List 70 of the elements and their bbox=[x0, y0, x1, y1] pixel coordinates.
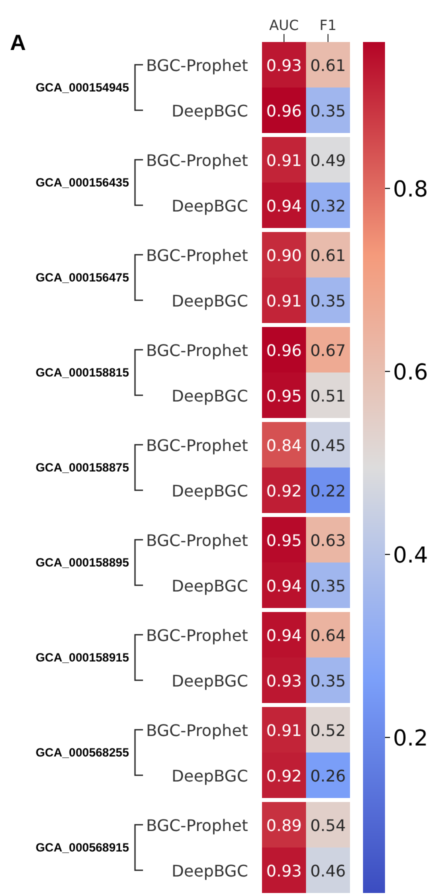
data-label: 0.94 bbox=[266, 576, 302, 596]
text: A bbox=[10, 30, 26, 55]
data-label: 0.94 bbox=[266, 626, 302, 645]
data-label: 0.94 bbox=[266, 196, 302, 216]
data-label: 0.26 bbox=[310, 766, 346, 786]
y-tick-label: BGC-Prophet bbox=[146, 150, 248, 170]
text: GCA_000156435 bbox=[36, 176, 130, 190]
color-bar-label: 0.6 bbox=[393, 360, 428, 386]
data-label: 0.45 bbox=[310, 436, 346, 455]
y-tick-label: BGC-Prophet bbox=[146, 720, 248, 740]
x-tick-label: AUC bbox=[269, 18, 300, 34]
data-label: 0.96 bbox=[266, 101, 302, 120]
data-label: 0.93 bbox=[266, 861, 302, 880]
data-label: 0.84 bbox=[266, 436, 302, 455]
data-label: 0.67 bbox=[310, 340, 346, 360]
data-label: 0.91 bbox=[266, 150, 302, 170]
y-tick-label: DeepBGC bbox=[172, 576, 248, 596]
data-label: 0.92 bbox=[266, 481, 302, 500]
data-label: 0.92 bbox=[266, 766, 302, 786]
data-label: 0.93 bbox=[266, 671, 302, 690]
y-tick-label: BGC-Prophet bbox=[146, 816, 248, 835]
text: GCA_000158875 bbox=[36, 460, 130, 474]
y-tick-label: DeepBGC bbox=[172, 196, 248, 216]
text: GCA_000158895 bbox=[36, 556, 130, 570]
data-label: 0.61 bbox=[310, 246, 346, 265]
data-label: 0.95 bbox=[266, 530, 302, 550]
y-tick-label: DeepBGC bbox=[172, 766, 248, 786]
data-label: 0.61 bbox=[310, 56, 346, 75]
data-label: 0.35 bbox=[310, 576, 346, 596]
data-label: 0.63 bbox=[310, 530, 346, 550]
data-label: 0.64 bbox=[310, 626, 346, 645]
y-tick-label: BGC-Prophet bbox=[146, 56, 248, 75]
text: GCA_000568255 bbox=[36, 746, 130, 760]
y-tick-label: DeepBGC bbox=[172, 386, 248, 406]
data-label: 0.93 bbox=[266, 56, 302, 75]
text: GCA_000568915 bbox=[36, 840, 130, 854]
y-tick-label: BGC-Prophet bbox=[146, 626, 248, 645]
data-label: 0.35 bbox=[310, 671, 346, 690]
data-label: 0.52 bbox=[310, 720, 346, 740]
data-label: 0.91 bbox=[266, 291, 302, 310]
y-tick-label: DeepBGC bbox=[172, 101, 248, 120]
data-label: 0.91 bbox=[266, 720, 302, 740]
text: GCA_000158915 bbox=[36, 650, 130, 664]
y-tick-label: DeepBGC bbox=[172, 671, 248, 690]
text: GCA_000158815 bbox=[36, 366, 130, 380]
data-label: 0.35 bbox=[310, 291, 346, 310]
data-label: 0.32 bbox=[310, 196, 346, 216]
y-tick-label: BGC-Prophet bbox=[146, 436, 248, 455]
data-label: 0.89 bbox=[266, 816, 302, 835]
y-tick-label: BGC-Prophet bbox=[146, 340, 248, 360]
data-label: 0.49 bbox=[310, 150, 346, 170]
color-bar-label: 0.8 bbox=[393, 177, 428, 202]
data-label: 0.22 bbox=[310, 481, 346, 500]
data-label: 0.35 bbox=[310, 101, 346, 120]
y-tick-label: DeepBGC bbox=[172, 861, 248, 880]
data-label: 0.46 bbox=[310, 861, 346, 880]
color-bar-label: 0.2 bbox=[393, 726, 428, 752]
y-tick-label: BGC-Prophet bbox=[146, 246, 248, 265]
color-bar-label: 0.4 bbox=[393, 543, 428, 568]
y-tick-label: DeepBGC bbox=[172, 481, 248, 500]
x-tick-label: F1 bbox=[320, 18, 336, 34]
data-label: 0.96 bbox=[266, 340, 302, 360]
y-tick-label: BGC-Prophet bbox=[146, 530, 248, 550]
text: GCA_000154945 bbox=[36, 80, 130, 94]
data-label: 0.54 bbox=[310, 816, 346, 835]
data-label: 0.95 bbox=[266, 386, 302, 406]
y-tick-label: DeepBGC bbox=[172, 291, 248, 310]
data-label: 0.90 bbox=[266, 246, 302, 265]
text: GCA_000156475 bbox=[36, 270, 130, 284]
data-label: 0.51 bbox=[310, 386, 346, 406]
